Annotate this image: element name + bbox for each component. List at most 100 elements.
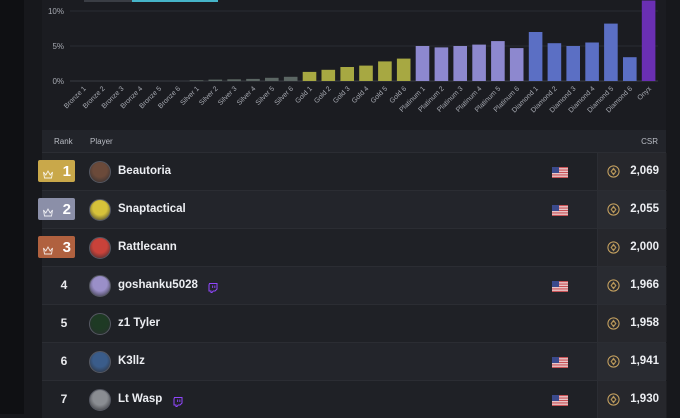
- x-tick-label: Gold 3: [332, 85, 352, 105]
- bar-bronze-4[interactable]: [133, 80, 147, 82]
- x-tick-label: Silver 4: [236, 85, 258, 107]
- twitch-icon[interactable]: [173, 394, 183, 407]
- x-tick-label: Gold 2: [313, 85, 333, 105]
- bar-diamond-1[interactable]: [528, 32, 543, 81]
- bar-gold-3[interactable]: [340, 67, 354, 81]
- bar-bronze-3[interactable]: [114, 80, 128, 82]
- rank-emblem-icon: [607, 355, 620, 368]
- table-row[interactable]: 4 goshanku5028 1,966: [42, 266, 666, 304]
- csr-value: 1,930: [630, 393, 659, 405]
- avatar[interactable]: [89, 275, 111, 297]
- avatar[interactable]: [89, 161, 111, 183]
- bar-diamond-3[interactable]: [566, 46, 580, 81]
- table-row[interactable]: 3 Rattlecann 2,000: [38, 228, 667, 266]
- crown-icon: [43, 166, 53, 179]
- avatar[interactable]: [89, 199, 111, 221]
- bar-diamond-5[interactable]: [604, 23, 618, 82]
- csr-value: 1,941: [630, 355, 659, 367]
- bar-bronze-6[interactable]: [170, 80, 185, 82]
- table-body: 1 Beautoria 2,069 2 Snaptactical 2,055 3 Rattle…: [38, 152, 667, 418]
- bar-platinum-6[interactable]: [509, 48, 524, 81]
- rank-emblem-icon: [607, 317, 620, 330]
- bar-gold-6[interactable]: [396, 58, 411, 81]
- x-tick-label: Onyx: [637, 85, 654, 102]
- rank-column-header[interactable]: Rank: [54, 137, 73, 146]
- bar-silver-6[interactable]: [283, 76, 298, 81]
- x-tick-label: Silver 3: [217, 85, 239, 107]
- rank-emblem-icon: [607, 241, 620, 254]
- bar-gold-4[interactable]: [359, 65, 373, 81]
- y-tick-label: 0%: [52, 77, 64, 86]
- chart-scroll-thumb[interactable]: [132, 0, 218, 2]
- bar-gold-2[interactable]: [321, 69, 336, 81]
- csr-cell: 2,000: [597, 229, 667, 266]
- rank-number: 5: [60, 316, 68, 330]
- bar-bronze-2[interactable]: [95, 80, 110, 82]
- us-flag-icon: [552, 165, 568, 178]
- chart-scroll-track: [84, 0, 132, 2]
- bar-diamond-6[interactable]: [623, 57, 637, 81]
- bar-diamond-2[interactable]: [547, 43, 562, 81]
- table-row[interactable]: 1 Beautoria 2,069: [38, 152, 667, 190]
- csr-value: 2,000: [630, 241, 659, 253]
- rank-number: 4: [60, 278, 68, 292]
- left-gutter: [0, 0, 24, 414]
- bar-platinum-3[interactable]: [453, 46, 467, 81]
- avatar[interactable]: [89, 313, 111, 335]
- csr-cell: 2,069: [597, 153, 667, 190]
- rank-badge: 1: [38, 160, 75, 182]
- bar-bronze-1[interactable]: [76, 80, 91, 82]
- table-header: Rank Player CSR: [42, 130, 666, 152]
- rank-number: 2: [62, 200, 71, 218]
- rank-number: 3: [62, 238, 71, 256]
- bar-silver-5[interactable]: [265, 77, 279, 81]
- player-name[interactable]: Lt Wasp: [118, 393, 163, 405]
- table-row[interactable]: 5 z1 Tyler 1,958: [42, 304, 666, 342]
- table-row[interactable]: 2 Snaptactical 2,055: [38, 190, 666, 228]
- bar-gold-1[interactable]: [302, 71, 317, 81]
- csr-cell: 1,958: [597, 305, 667, 342]
- twitch-icon[interactable]: [208, 280, 218, 293]
- bar-diamond-4[interactable]: [585, 42, 599, 82]
- x-tick-label: Gold 4: [351, 85, 371, 105]
- bar-platinum-5[interactable]: [491, 41, 505, 81]
- rank-emblem-icon: [607, 393, 620, 406]
- y-tick-label: 5%: [52, 42, 64, 51]
- player-name[interactable]: z1 Tyler: [118, 317, 160, 329]
- us-flag-icon: [552, 393, 568, 406]
- us-flag-icon: [552, 355, 568, 368]
- csr-cell: 1,941: [597, 343, 667, 380]
- csr-value: 1,958: [630, 317, 659, 329]
- csr-value: 1,966: [630, 279, 659, 291]
- csr-column-header[interactable]: CSR: [641, 137, 658, 146]
- bar-gold-5[interactable]: [378, 61, 392, 81]
- bar-platinum-2[interactable]: [434, 47, 449, 81]
- avatar[interactable]: [89, 389, 111, 411]
- table-row[interactable]: 6 K3llz 1,941: [42, 342, 666, 380]
- bar-silver-2[interactable]: [208, 79, 223, 81]
- avatar[interactable]: [89, 351, 111, 373]
- bar-silver-3[interactable]: [227, 79, 241, 82]
- rank-number: 1: [62, 162, 71, 180]
- player-name[interactable]: Rattlecann: [118, 241, 177, 253]
- avatar[interactable]: [89, 237, 111, 259]
- player-name[interactable]: goshanku5028: [118, 279, 198, 291]
- bar-platinum-4[interactable]: [472, 44, 486, 81]
- bar-platinum-1[interactable]: [415, 46, 430, 81]
- bar-bronze-5[interactable]: [152, 80, 166, 82]
- player-column-header[interactable]: Player: [90, 137, 113, 146]
- x-tick-label: Silver 5: [255, 85, 277, 107]
- csr-value: 2,055: [630, 203, 659, 215]
- bar-onyx[interactable]: [641, 0, 656, 82]
- table-row[interactable]: 7 Lt Wasp 1,930: [42, 380, 666, 418]
- rank-number: 7: [60, 392, 68, 406]
- player-name[interactable]: Snaptactical: [118, 203, 186, 215]
- player-name[interactable]: K3llz: [118, 355, 145, 367]
- bar-silver-4[interactable]: [246, 78, 260, 81]
- rank-number: 6: [60, 354, 68, 368]
- bar-silver-1[interactable]: [189, 80, 204, 82]
- rank-emblem-icon: [607, 165, 620, 178]
- crown-icon: [43, 204, 53, 217]
- player-name[interactable]: Beautoria: [118, 165, 172, 177]
